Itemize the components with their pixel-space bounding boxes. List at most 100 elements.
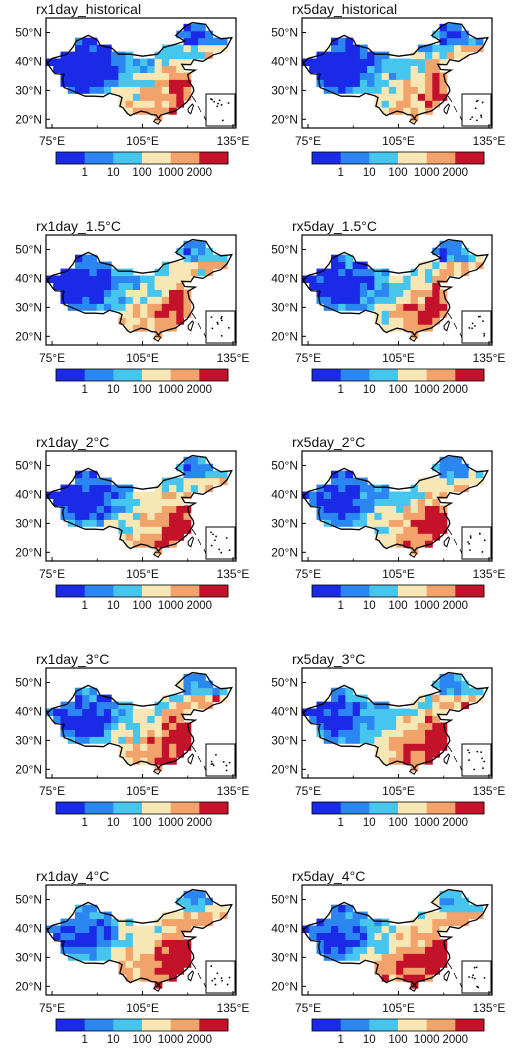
lat-label: 30°N: [15, 83, 42, 97]
grid-cell: [417, 526, 426, 534]
grid-cell: [388, 722, 397, 730]
grid-cell: [89, 687, 98, 696]
grid-cell: [183, 736, 192, 744]
grid-cell: [359, 289, 368, 297]
grid-cell: [403, 93, 412, 101]
grid-cell: [103, 729, 112, 737]
grid-cell: [367, 296, 375, 304]
grid-cell: [417, 484, 426, 493]
grid-cell: [323, 512, 332, 520]
grid-cell: [403, 86, 412, 94]
grid-cell: [338, 484, 346, 493]
grid-cell: [154, 743, 163, 751]
colorbar-swatch: [312, 152, 341, 164]
grid-cell: [154, 107, 163, 115]
colorbar-label: 1: [337, 1034, 343, 1046]
hainan-outline: [408, 335, 418, 342]
south-china-sea-inset: [461, 93, 492, 127]
lon-label: 75°E: [39, 134, 65, 148]
grid-cell: [388, 750, 397, 758]
grid-cell: [432, 701, 441, 710]
grid-cell: [125, 750, 134, 758]
lat-label: 20°N: [271, 545, 298, 559]
grid-cell: [132, 58, 141, 66]
grid-cell: [82, 484, 90, 493]
grid-cell: [132, 491, 141, 499]
grid-cell: [198, 904, 206, 913]
island-dot: [215, 535, 217, 538]
grid-cell: [96, 498, 105, 506]
grid-cell: [111, 86, 119, 94]
grid-cell: [118, 505, 127, 513]
south-china-sea-inset: [205, 960, 236, 994]
grid-cell: [323, 708, 332, 716]
grid-cell: [89, 86, 98, 94]
lat-label: 50°N: [15, 675, 42, 689]
grid-cell: [169, 946, 177, 954]
grid-cell: [89, 65, 98, 73]
grid-cell: [75, 505, 83, 513]
grid-cell: [439, 310, 448, 318]
grid-cell: [367, 729, 375, 737]
grid-cell: [125, 526, 134, 534]
grid-cell: [388, 93, 397, 101]
grid-cell: [367, 953, 375, 961]
grid-cell: [338, 736, 346, 744]
grid-cell: [403, 932, 412, 940]
grid-cell: [338, 268, 346, 277]
south-china-sea-inset: [205, 526, 236, 560]
grid-cell: [425, 79, 433, 87]
grid-cell: [132, 974, 141, 982]
grid-cell: [403, 498, 412, 506]
grid-cell: [198, 268, 206, 277]
grid-cell: [161, 477, 170, 486]
grid-cell: [118, 946, 127, 954]
colorbar-label: 100: [132, 167, 151, 179]
grid-cell: [169, 296, 177, 304]
grid-cell: [161, 107, 170, 115]
grid-cell: [432, 463, 441, 472]
grid-cell: [154, 925, 163, 933]
grid-cell: [176, 722, 185, 730]
grid-cell: [359, 946, 368, 954]
grid-cell: [183, 946, 192, 954]
grid-cell: [190, 456, 199, 465]
grid-cell: [352, 72, 361, 80]
grid-cell: [425, 960, 433, 968]
grid-cell: [190, 904, 199, 913]
grid-cell: [53, 58, 61, 66]
grid-cell: [381, 268, 390, 277]
island-dot: [476, 985, 478, 988]
china-boundary: [302, 888, 489, 987]
colorbar-label: 10: [363, 1034, 376, 1046]
grid-cell: [96, 51, 105, 60]
grid-cell: [169, 505, 177, 513]
grid-cell: [147, 93, 156, 101]
grid-cell: [82, 701, 90, 710]
grid-cell: [103, 715, 112, 723]
lat-label: 40°N: [15, 487, 42, 501]
island-dot: [468, 542, 471, 545]
grid-cell: [417, 303, 426, 311]
lat-label: 20°N: [15, 979, 42, 993]
grid-cell: [125, 715, 134, 723]
grid-cell: [425, 715, 433, 723]
grid-cell: [439, 890, 448, 899]
grid-cell: [82, 303, 90, 311]
grid-cell: [154, 275, 163, 283]
grid-cell: [403, 750, 412, 758]
grid-cell: [309, 932, 317, 940]
grid-cell: [331, 72, 339, 80]
grid-cell: [176, 100, 185, 108]
grid-cell: [132, 526, 141, 534]
grid-cell: [432, 939, 441, 947]
grid-cell: [60, 296, 69, 304]
island-dot: [226, 983, 229, 986]
grid-cell: [403, 715, 412, 723]
grid-cell: [323, 925, 332, 933]
grid-cell: [190, 23, 199, 32]
grid-cell: [381, 757, 390, 765]
grid-cell: [316, 946, 325, 954]
grid-cell: [111, 729, 119, 737]
colorbar-label: 1000: [414, 600, 440, 612]
